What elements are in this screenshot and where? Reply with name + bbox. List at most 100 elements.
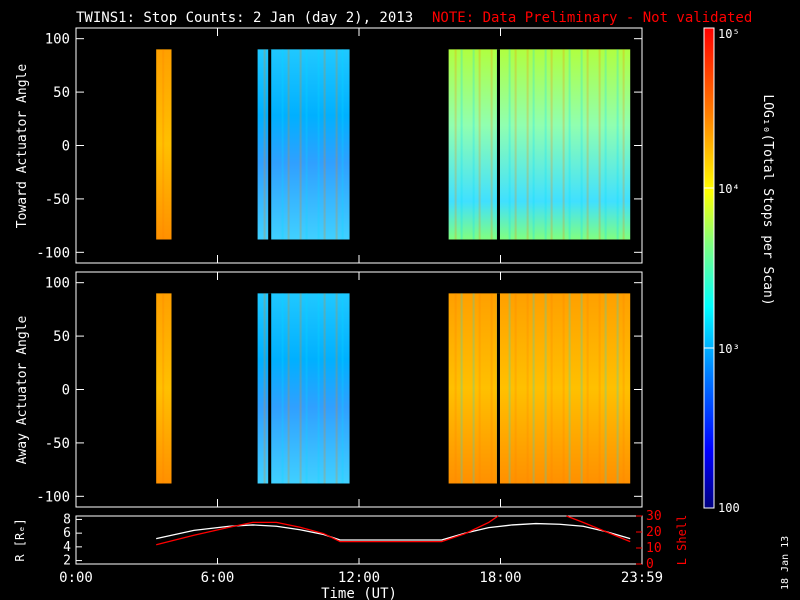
toward-scan-stripe: [281, 49, 284, 240]
toward-scan-stripe: [544, 49, 547, 240]
x-tick-label: 12:00: [338, 570, 380, 586]
toward-scan-stripe: [460, 49, 463, 240]
toward-scan-stripe: [604, 49, 607, 240]
away-scan-stripe: [622, 293, 625, 484]
toward-ytick-label: 0: [62, 139, 70, 155]
toward-ytick-label: -50: [45, 192, 70, 208]
toward-data-gap-2: [496, 49, 500, 240]
toward-ylabel: Toward Actuator Angle: [15, 64, 30, 229]
toward-scan-stripe: [568, 49, 571, 240]
toward-scan-stripe: [562, 49, 565, 240]
away-ytick-label: 0: [62, 383, 70, 399]
away-scan-stripe: [460, 293, 463, 484]
toward-scan-stripe: [616, 49, 619, 240]
away-ytick-label: -50: [45, 436, 70, 452]
away-scan-stripe: [478, 293, 481, 484]
toward-scan-stripe: [586, 49, 589, 240]
toward-scan-stripe: [472, 49, 475, 240]
away-scan-stripe: [335, 293, 338, 484]
r-distance-line: [156, 522, 631, 541]
lshell-ytick-label: 10: [646, 541, 662, 556]
lshell-line-2: [566, 515, 631, 543]
away-scan-stripe: [562, 293, 565, 484]
toward-heatmap-panel: 100 50 0 -50 -100 Toward Actuator Angle: [15, 27, 643, 264]
toward-data-gap-1: [268, 49, 272, 240]
toward-scan-stripe: [508, 49, 511, 240]
toward-scan-stripe: [526, 49, 529, 240]
away-scan-stripe: [162, 293, 165, 484]
toward-scan-stripe: [335, 49, 338, 240]
toward-ytick-label: 100: [45, 32, 70, 48]
toward-scan-band-1: [156, 49, 172, 240]
x-tick-label: 23:59: [621, 570, 663, 586]
r-ytick-label: 2: [63, 554, 71, 569]
r-axis-label: R [Rₑ]: [13, 518, 27, 561]
toward-scan-stripe: [162, 49, 165, 240]
away-scan-stripe: [508, 293, 511, 484]
chart-title: TWINS1: Stop Counts: 2 Jan (day 2), 2013: [76, 10, 413, 26]
colorbar-tick-label: 10³: [718, 342, 740, 356]
toward-scan-stripe: [514, 49, 517, 240]
toward-scan-stripe: [598, 49, 601, 240]
away-scan-stripe: [586, 293, 589, 484]
x-tick-label: 18:00: [479, 570, 521, 586]
toward-scan-stripe: [478, 49, 481, 240]
away-scan-stripe: [472, 293, 475, 484]
away-scan-band-3: [448, 293, 631, 484]
colorbar-tick-label: 10⁵: [718, 27, 740, 41]
toward-scan-stripe: [622, 49, 625, 240]
away-scan-stripe: [263, 293, 266, 484]
toward-scan-stripe: [580, 49, 583, 240]
toward-scan-stripe: [550, 49, 553, 240]
x-tick-label: 6:00: [201, 570, 235, 586]
colorbar-gradient: [703, 27, 715, 509]
away-scan-stripe: [299, 293, 302, 484]
note-text: NOTE: Data Preliminary - Not validated: [432, 10, 752, 26]
away-scan-stripe: [323, 293, 326, 484]
away-ytick-label: 50: [53, 329, 70, 345]
toward-scan-stripe: [305, 49, 308, 240]
lshell-axis-label: L Shell: [675, 515, 689, 566]
toward-ytick-label: 50: [53, 85, 70, 101]
away-scan-band-1: [156, 293, 172, 484]
away-ylabel: Away Actuator Angle: [15, 315, 30, 464]
away-scan-stripe: [287, 293, 290, 484]
away-scan-stripe: [568, 293, 571, 484]
away-scan-stripe: [490, 293, 493, 484]
toward-scan-stripe: [323, 49, 326, 240]
r-ytick-label: 8: [63, 512, 71, 527]
colorbar-tick-label: 10⁴: [718, 182, 740, 196]
r-ytick-label: 6: [63, 526, 71, 541]
away-ytick-label: -100: [36, 489, 70, 505]
away-ytick-label: 100: [45, 276, 70, 292]
colorbar: 10⁵ 10⁴ 10³ 100 LOG₁₀(Total Stops per Scan): [703, 27, 775, 515]
toward-scan-stripe: [341, 49, 344, 240]
toward-scan-stripe: [299, 49, 302, 240]
away-scan-stripe: [616, 293, 619, 484]
away-heatmap-panel: 100 50 0 -50 -100 Away Actuator Angle: [15, 271, 643, 508]
r-ytick-label: 4: [63, 540, 71, 555]
away-scan-stripe: [341, 293, 344, 484]
away-data-gap-2: [496, 293, 500, 484]
toward-scan-stripe: [287, 49, 290, 240]
away-scan-stripe: [550, 293, 553, 484]
toward-scan-band-2: [257, 49, 350, 240]
away-scan-stripe: [281, 293, 284, 484]
toward-scan-stripe: [454, 49, 457, 240]
away-scan-stripe: [454, 293, 457, 484]
lshell-line-1: [156, 515, 499, 546]
away-data-gap-1: [268, 293, 272, 484]
away-scan-stripe: [598, 293, 601, 484]
away-scan-stripe: [580, 293, 583, 484]
away-scan-stripe: [526, 293, 529, 484]
away-scan-stripe: [532, 293, 535, 484]
away-scan-stripe: [544, 293, 547, 484]
toward-ytick-label: -100: [36, 245, 70, 261]
away-scan-stripe: [514, 293, 517, 484]
away-scan-stripe: [317, 293, 320, 484]
colorbar-label: LOG₁₀(Total Stops per Scan): [760, 94, 775, 305]
away-scan-band-2: [257, 293, 350, 484]
lshell-ytick-label: 30: [646, 509, 662, 524]
